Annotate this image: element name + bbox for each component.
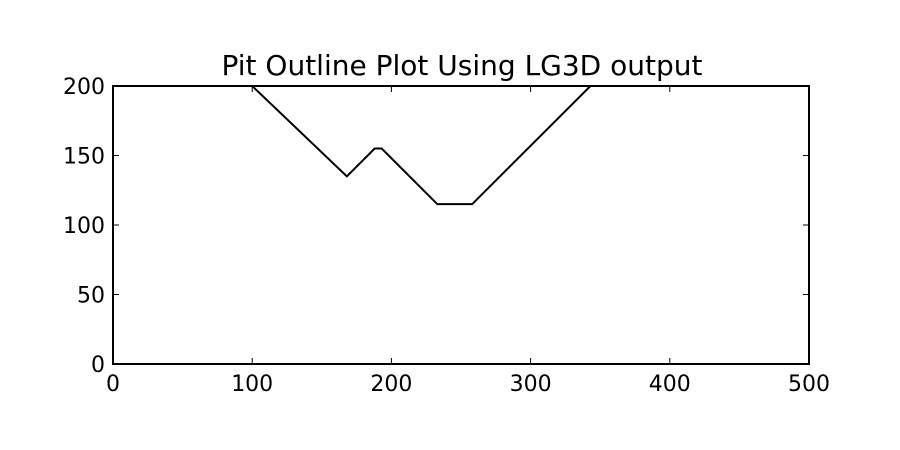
x-tick-label: 100 [231, 372, 273, 397]
y-tick-label: 50 [77, 284, 105, 309]
x-tick-label: 200 [370, 372, 412, 397]
plot-area: 0 100 200 300 400 500 0 50 100 150 200 [63, 75, 830, 397]
x-tick-label: 300 [510, 372, 552, 397]
x-tick-label: 400 [649, 372, 691, 397]
x-tick-label: 0 [106, 372, 120, 397]
y-tick-label: 200 [63, 75, 105, 100]
chart-title: Pit Outline Plot Using LG3D output [221, 49, 702, 82]
x-tick-label: 500 [788, 372, 830, 397]
series-line-0 [251, 85, 592, 206]
y-tick-label: 0 [91, 353, 105, 378]
plot-frame [112, 85, 810, 365]
y-tick-label: 100 [63, 214, 105, 239]
y-tick-label: 150 [63, 145, 105, 170]
